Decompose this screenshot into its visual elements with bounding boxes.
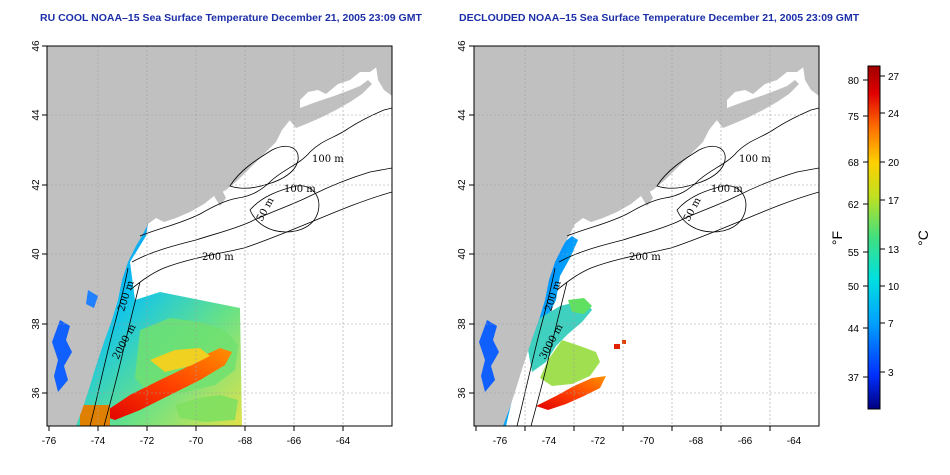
left-map-panel: 100 m 100 m 50 m 200 m 200 m 2000 m -76 … xyxy=(31,40,393,447)
right-nova-scotia xyxy=(715,80,799,128)
colorbar-f-label: 80 xyxy=(848,76,860,87)
colorbar-c-label: 17 xyxy=(888,196,900,207)
right-ytick-label: 36 xyxy=(457,387,468,399)
right-contour-georges-bank xyxy=(676,185,747,233)
colorbar-f-label: 62 xyxy=(848,200,860,211)
left-axis-ticks xyxy=(42,45,344,431)
right-xtick-label: -64 xyxy=(787,436,802,447)
left-ytick-label: 36 xyxy=(31,387,42,399)
right-panel-title: DECLOUDED NOAA–15 Sea Surface Temperatur… xyxy=(459,12,860,24)
right-map-frame xyxy=(473,45,820,427)
left-xtick-label: -70 xyxy=(189,436,204,447)
left-xtick-label: -76 xyxy=(42,436,57,447)
colorbar-c-label: 20 xyxy=(888,158,900,169)
right-xtick-label: -66 xyxy=(738,436,753,447)
left-sst-yellow-patch xyxy=(150,348,210,372)
right-contour-200m xyxy=(558,167,819,263)
colorbar-c-label: 27 xyxy=(888,72,900,83)
left-xtick-label: -68 xyxy=(238,436,253,447)
right-ytick-label: 38 xyxy=(457,318,468,330)
right-map-panel: 100 m 100 m 50 m 200 m 200 m 3000 m -76 … xyxy=(457,40,820,447)
right-contour-gulf-maine xyxy=(656,146,726,189)
left-ytick-label: 40 xyxy=(31,248,42,260)
colorbar-f-label: 50 xyxy=(848,282,860,293)
colorbar-fahrenheit-unit: °F xyxy=(829,231,845,245)
left-contour-georges-bank xyxy=(249,185,320,233)
right-xtick-label: -74 xyxy=(542,436,557,447)
right-contour-3000m xyxy=(556,191,819,291)
left-chesapeake xyxy=(52,320,72,392)
colorbar-f-label: 68 xyxy=(848,158,860,169)
right-sst-speck xyxy=(614,344,620,349)
left-xtick-label: -66 xyxy=(287,436,302,447)
right-ytick-label: 40 xyxy=(457,248,468,260)
right-contour-label-200m-a: 200 m xyxy=(629,252,661,263)
right-contour-shelf-nearshore xyxy=(516,267,556,426)
left-grid xyxy=(47,46,392,426)
left-sst-southwest-warm xyxy=(80,405,110,426)
left-xtick-label: -64 xyxy=(336,436,351,447)
left-ytick-label: 38 xyxy=(31,318,42,330)
right-contour-slope xyxy=(530,281,568,426)
right-contour-label-100m-a: 100 m xyxy=(739,154,771,165)
left-nova-scotia xyxy=(288,80,372,128)
right-chesapeake xyxy=(479,320,499,392)
left-panel-title: RU COOL NOAA–15 Sea Surface Temperature … xyxy=(40,12,422,24)
colorbar-c-label: 13 xyxy=(888,245,900,256)
colorbar: 80 75 68 62 55 50 44 37 27 24 20 17 13 1… xyxy=(829,65,931,410)
right-ytick-label: 44 xyxy=(457,109,468,121)
left-contour-slope xyxy=(103,281,141,426)
colorbar-f-label: 37 xyxy=(848,373,860,384)
right-contour-100m xyxy=(566,107,819,237)
left-ytick-label: 46 xyxy=(31,40,42,52)
right-ytick-label: 42 xyxy=(457,179,468,191)
right-sst-green-patch xyxy=(540,340,600,386)
colorbar-f-label: 55 xyxy=(848,248,860,259)
left-contour-2000m xyxy=(129,191,392,291)
right-ytick-label: 46 xyxy=(457,40,468,52)
right-land xyxy=(474,46,819,426)
colorbar-gradient xyxy=(867,65,881,410)
left-newfoundland xyxy=(376,66,392,96)
left-delaware-bay xyxy=(86,290,98,308)
right-axis-ticks xyxy=(469,45,771,431)
left-map-frame xyxy=(46,45,393,427)
left-sst-gulfstream xyxy=(100,348,232,420)
right-contour-label-100m-b: 100 m xyxy=(711,184,743,195)
left-land xyxy=(47,46,392,426)
right-xtick-label: -72 xyxy=(591,436,606,447)
right-newfoundland xyxy=(803,66,819,96)
right-grid xyxy=(474,46,819,426)
left-xtick-label: -74 xyxy=(91,436,106,447)
colorbar-f-label: 75 xyxy=(848,112,860,123)
left-cape-cod xyxy=(214,190,226,206)
colorbar-c-label: 7 xyxy=(888,319,894,330)
left-contour-shelf-nearshore xyxy=(89,267,129,426)
right-xtick-label: -68 xyxy=(689,436,704,447)
right-sst-midshelf xyxy=(528,300,592,372)
colorbar-c-label: 3 xyxy=(888,368,894,379)
right-sst-speck xyxy=(622,340,626,344)
left-contour-label-100m-b: 100 m xyxy=(284,184,316,195)
colorbar-f-label: 44 xyxy=(848,324,860,335)
colorbar-c-label: 24 xyxy=(888,109,900,120)
left-contour-200m xyxy=(131,167,392,263)
right-xtick-label: -70 xyxy=(640,436,655,447)
colorbar-c-label: 10 xyxy=(888,282,900,293)
left-sst-south-patch xyxy=(175,395,238,422)
left-xtick-label: -72 xyxy=(140,436,155,447)
colorbar-celsius-unit: °C xyxy=(915,230,931,246)
left-ytick-label: 42 xyxy=(31,179,42,191)
left-contour-label-200m-a: 200 m xyxy=(202,252,234,263)
left-contour-100m xyxy=(139,107,392,237)
left-ytick-label: 44 xyxy=(31,109,42,121)
left-contour-label-100m-a: 100 m xyxy=(312,154,344,165)
colorbar-ticks xyxy=(863,75,885,378)
right-xtick-label: -76 xyxy=(493,436,508,447)
right-cape-cod xyxy=(641,190,653,206)
left-contour-gulf-maine xyxy=(229,146,299,189)
